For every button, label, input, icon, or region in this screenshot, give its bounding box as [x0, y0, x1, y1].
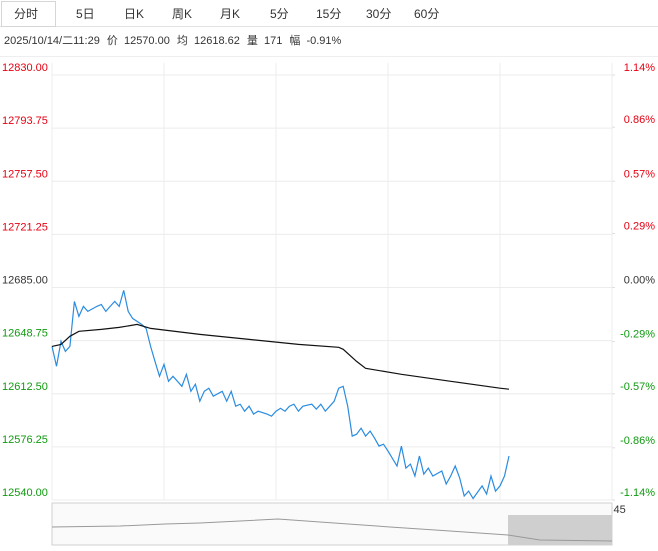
- y2-tick-label: 0.57%: [624, 168, 655, 180]
- y-tick-label: 12648.75: [2, 328, 48, 340]
- tab[interactable]: 60分: [414, 7, 439, 21]
- tab[interactable]: 分时: [14, 7, 38, 21]
- y-tick-label: 12576.25: [2, 434, 48, 446]
- y-tick-label: 12793.75: [2, 115, 48, 127]
- tab-selected-box: [1, 1, 56, 27]
- info-vol: 171: [264, 35, 282, 47]
- info-datetime: 2025/10/14/二11:29: [4, 35, 100, 47]
- tab[interactable]: 15分: [316, 7, 341, 21]
- y2-tick-label: 0.86%: [624, 114, 655, 126]
- series-line: [51, 323, 510, 390]
- tab[interactable]: 30分: [366, 7, 391, 21]
- tabs: 分时 5日 日K 周K 月K 5分 15分 30分 60分: [14, 7, 439, 21]
- info-avg-label: 均: [177, 34, 188, 47]
- info-vol-label: 量: [247, 34, 258, 47]
- y-tick-label: 12830.00: [2, 62, 48, 74]
- y-tick-label: 12721.25: [2, 221, 48, 233]
- y2-tick-label: 0.29%: [624, 220, 655, 232]
- series-line: [51, 290, 510, 500]
- info-price-label: 价: [107, 34, 118, 47]
- info-chg: -0.91%: [306, 35, 341, 47]
- tab[interactable]: 5日: [76, 7, 95, 21]
- info-avg: 12618.62: [194, 35, 240, 47]
- y2-tick-label: 1.14%: [624, 62, 655, 74]
- plot: [51, 290, 510, 500]
- info-line: 2025/10/14/二11:29 价 12570.00 均 12618.62 …: [4, 34, 342, 47]
- info-chg-label: 幅: [289, 34, 300, 47]
- y2-tick-label: -1.14%: [620, 487, 655, 499]
- y-tick-label: 12612.50: [2, 381, 48, 393]
- y-tick-label: 12685.00: [2, 275, 48, 287]
- y2-tick-label: -0.86%: [620, 435, 655, 447]
- tab[interactable]: 月K: [220, 7, 240, 21]
- tab[interactable]: 5分: [270, 7, 289, 21]
- tab[interactable]: 日K: [124, 7, 144, 21]
- y2-tick-label: -0.57%: [620, 381, 655, 393]
- navigator-sparkline: [51, 518, 613, 542]
- y2-tick-label: 0.00%: [624, 275, 655, 287]
- y-tick-label: 12540.00: [2, 487, 48, 499]
- y2-tick-label: -0.29%: [620, 329, 655, 341]
- y-tick-label: 12757.50: [2, 168, 48, 180]
- info-price: 12570.00: [124, 35, 170, 47]
- tab[interactable]: 周K: [172, 7, 192, 21]
